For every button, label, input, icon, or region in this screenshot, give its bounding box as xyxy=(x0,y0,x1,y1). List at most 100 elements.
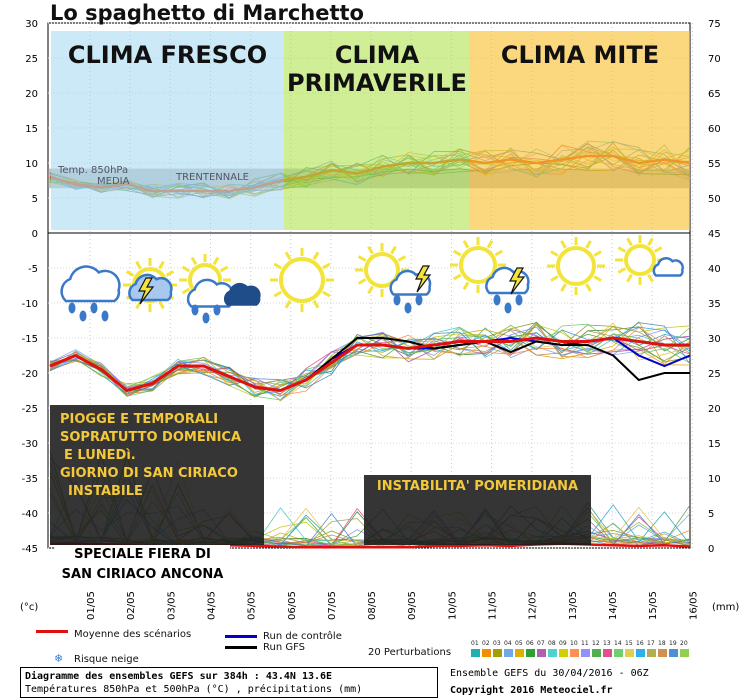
sun-ray xyxy=(550,275,559,282)
sun-ray xyxy=(593,250,602,257)
right-tick-label: 20 xyxy=(708,404,721,415)
sun-ray xyxy=(284,251,292,260)
media-label: MEDIA xyxy=(97,176,130,187)
right-tick-label: 70 xyxy=(708,54,721,65)
perturbation-number: 12 xyxy=(592,640,600,647)
piogge-annotation: PIOGGE E TEMPORALI SOPRATUTTO DOMENICA E… xyxy=(50,405,264,545)
sun-ray xyxy=(212,256,220,266)
left-tick-label: 10 xyxy=(25,159,38,170)
sun-icon xyxy=(279,257,325,303)
member-500-line xyxy=(49,322,691,391)
sun-ray xyxy=(367,285,374,295)
perturbation-number: 04 xyxy=(504,640,512,647)
date-tick-label: 08/05 xyxy=(367,591,378,620)
sun-ray xyxy=(135,260,142,270)
lightning-icon xyxy=(137,277,155,305)
left-tick-label: 15 xyxy=(25,124,38,135)
right-tick-label: 0 xyxy=(708,544,714,555)
sun-ray xyxy=(593,275,602,282)
date-tick-label: 01/05 xyxy=(86,591,97,620)
left-tick-label: -20 xyxy=(22,369,38,380)
perturbation-swatch xyxy=(504,649,513,657)
date-tick-label: 03/05 xyxy=(166,591,177,620)
sun-ray xyxy=(273,262,282,270)
panel-clima-primaverile-label-1: CLIMA xyxy=(334,41,420,69)
sun-icon xyxy=(364,252,400,288)
sun-ray xyxy=(653,246,663,253)
panel-clima-primaverile: CLIMA PRIMAVERILE xyxy=(284,31,470,230)
fiera-line-1: SPECIALE FIERA DI xyxy=(74,547,211,562)
sun-icon xyxy=(459,246,497,284)
rain-drops-icon xyxy=(415,294,423,306)
perturbation-swatch xyxy=(669,649,678,657)
sun-ray xyxy=(462,281,470,290)
date-tick-label: 16/05 xyxy=(688,591,699,620)
right-tick-label: 55 xyxy=(708,159,721,170)
perturbation-number: 08 xyxy=(548,640,556,647)
rain-drops-icon xyxy=(493,294,501,306)
sun-ray xyxy=(190,256,198,266)
sun-ray xyxy=(585,240,592,249)
right-tick-label: 75 xyxy=(708,19,721,30)
date-tick-label: 13/05 xyxy=(568,591,579,620)
instabilita-label: INSTABILITA' POMERIDIANA xyxy=(376,479,579,494)
sun-ray xyxy=(284,300,292,309)
right-tick-label: 30 xyxy=(708,334,721,345)
page-title: Lo spaghetto di Marchetto xyxy=(50,1,364,25)
right-axis-label: (mm) xyxy=(712,602,739,613)
perturbation-swatch xyxy=(482,649,491,657)
sun-ray xyxy=(617,246,627,253)
member-500-line xyxy=(49,326,691,396)
date-tick-label: 15/05 xyxy=(648,591,659,620)
panel-clima-mite: CLIMA MITE xyxy=(470,31,690,230)
member-500-line xyxy=(49,326,691,391)
legend-mean-swatch xyxy=(36,630,68,633)
rain-drops-icon xyxy=(79,310,87,322)
left-tick-label: -5 xyxy=(28,264,38,275)
date-tick-label: 06/05 xyxy=(287,591,298,620)
right-tick-label: 25 xyxy=(708,369,721,380)
right-tick-label: 35 xyxy=(708,299,721,310)
info-line-1: Diagramme des ensembles GEFS sur 384h : … xyxy=(25,671,333,682)
sun-ray xyxy=(357,278,367,285)
panel-clima-fresco-label: CLIMA FRESCO xyxy=(67,41,268,69)
sun-ray xyxy=(453,273,462,281)
perturbation-number: 07 xyxy=(537,640,545,647)
dark-cloud-icon xyxy=(223,282,261,306)
left-tick-label: -35 xyxy=(22,474,38,485)
panel-clima-mite-label: CLIMA MITE xyxy=(500,41,660,69)
right-tick-label: 15 xyxy=(708,439,721,450)
perturbation-number: 20 xyxy=(680,640,688,647)
cloud-icon xyxy=(652,257,684,277)
date-tick-label: 12/05 xyxy=(528,591,539,620)
perturbation-number: 11 xyxy=(581,640,589,647)
info-box: Diagramme des ensembles GEFS sur 384h : … xyxy=(20,667,438,698)
perturbation-number: 01 xyxy=(471,640,479,647)
sun-ray xyxy=(617,267,627,274)
perturbation-number: 17 xyxy=(647,640,655,647)
sun-icon xyxy=(624,244,656,276)
perturbation-number: 10 xyxy=(570,640,578,647)
sun-ray xyxy=(626,273,633,283)
legend-gfs-swatch xyxy=(225,646,257,649)
sun-ray xyxy=(453,249,462,257)
info-line-2: Températures 850hPa et 500hPa (°C) , pré… xyxy=(25,684,363,695)
perturbation-swatch xyxy=(570,649,579,657)
snowflake-icon: ❄ xyxy=(54,652,64,665)
left-tick-label: 30 xyxy=(25,19,38,30)
piogge-line-2: SOPRATUTTO DOMENICA xyxy=(60,430,242,445)
date-tick-label: 14/05 xyxy=(608,591,619,620)
sun-ray xyxy=(367,245,374,255)
fiera-annotation: SPECIALE FIERA DI SAN CIRIACO ANCONA xyxy=(55,545,230,587)
sun-ray xyxy=(312,251,320,260)
legend-control: Run de contrôle xyxy=(263,631,342,642)
sun-ray xyxy=(135,300,142,310)
panel-clima-fresco: CLIMA FRESCO xyxy=(51,31,284,230)
lightning-icon xyxy=(508,267,526,295)
perturbation-number: 09 xyxy=(559,640,567,647)
date-tick-label: 02/05 xyxy=(126,591,137,620)
left-tick-label: -45 xyxy=(22,544,38,555)
left-tick-label: -40 xyxy=(22,509,38,520)
date-tick-label: 09/05 xyxy=(407,591,418,620)
perturbation-number: 19 xyxy=(669,640,677,647)
